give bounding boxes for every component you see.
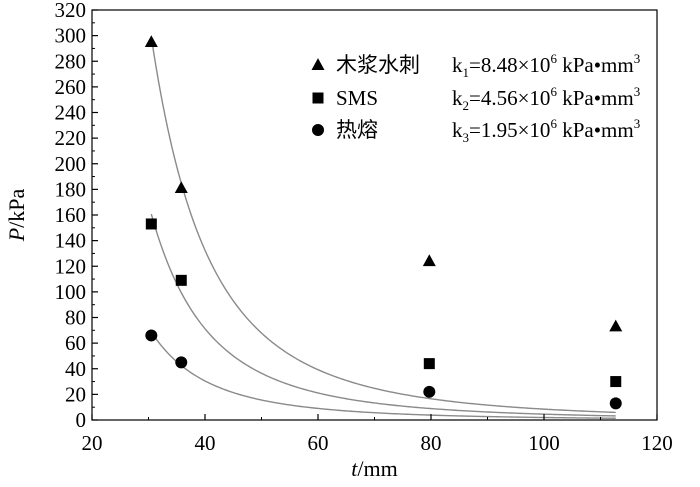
x-tick-label: 20 <box>82 431 103 455</box>
y-axis-label: P/kPa <box>4 188 29 242</box>
y-tick-label: 300 <box>55 24 87 48</box>
y-tick-label: 80 <box>65 306 86 330</box>
x-axis-label: t/mm <box>351 456 397 481</box>
data-point-triangle <box>609 319 623 332</box>
axes: 0204060801001201401601802002202402602803… <box>4 0 673 481</box>
legend-fit-label: k1=8.48×106 kPa•mm3 <box>452 51 640 80</box>
data-point-circle <box>423 385 436 398</box>
y-tick-label: 220 <box>55 126 87 150</box>
legend-marker-square <box>312 92 324 104</box>
y-tick-label: 20 <box>65 382 86 406</box>
data-point-circle <box>609 397 622 410</box>
data-point-square <box>145 218 157 230</box>
data-point-square <box>175 274 187 286</box>
y-tick-label: 240 <box>55 101 87 125</box>
x-tick-label: 40 <box>195 431 216 455</box>
y-tick-label: 100 <box>55 280 87 304</box>
data-point-triangle <box>422 254 436 267</box>
legend: 木浆水刺 k1=8.48×106 kPa•mm3 SMS k2=4.56×106 kP… <box>311 51 640 145</box>
fit-curve-1 <box>150 36 616 414</box>
y-tick-label: 40 <box>65 357 86 381</box>
data-point-circle <box>145 329 158 342</box>
data-markers <box>144 35 623 410</box>
y-tick-label: 200 <box>55 152 87 176</box>
legend-series-name: 木浆水刺 <box>336 53 420 77</box>
y-tick-label: 320 <box>55 0 87 22</box>
x-tick-label: 60 <box>308 431 329 455</box>
y-tick-label: 120 <box>55 254 87 278</box>
legend-fit-label: k2=4.56×106 kPa•mm3 <box>452 84 640 113</box>
x-tick-label: 120 <box>641 431 673 455</box>
data-point-circle <box>175 356 188 369</box>
y-tick-label: 260 <box>55 75 87 99</box>
fit-curve-3 <box>150 331 616 419</box>
fit-lines <box>150 36 616 419</box>
y-tick-label: 160 <box>55 203 87 227</box>
data-point-square <box>423 358 435 370</box>
x-tick-label: 100 <box>528 431 560 455</box>
data-point-square <box>610 376 622 388</box>
legend-marker-circle <box>312 124 324 136</box>
legend-series-name: SMS <box>336 86 378 110</box>
y-tick-label: 60 <box>65 331 86 355</box>
y-tick-label: 280 <box>55 49 87 73</box>
legend-fit-label: k3=1.95×106 kPa•mm3 <box>452 116 640 145</box>
y-tick-label: 180 <box>55 177 87 201</box>
y-tick-label: 140 <box>55 229 87 253</box>
legend-marker-triangle <box>311 58 325 70</box>
fit-curve-2 <box>150 213 616 417</box>
data-point-triangle <box>144 35 158 47</box>
legend-series-name: 热熔 <box>336 118 378 142</box>
y-tick-label: 0 <box>76 408 87 432</box>
x-tick-label: 80 <box>421 431 442 455</box>
data-point-triangle <box>174 181 188 194</box>
